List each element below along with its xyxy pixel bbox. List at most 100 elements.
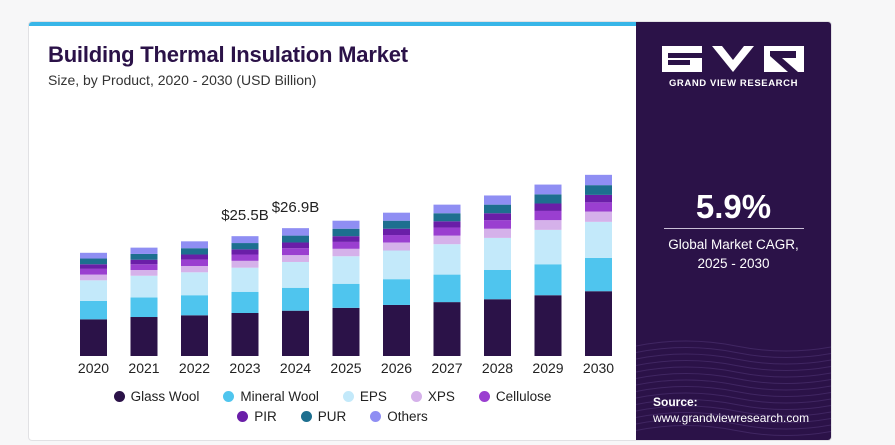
bar-segment-cellulose-2027 [433, 227, 461, 236]
cagr-label-line2: 2025 - 2030 [697, 256, 770, 271]
bar-segment-mineral-wool-2030 [585, 257, 612, 292]
legend-label: Cellulose [495, 388, 552, 404]
bar-segment-glass-wool-2024 [282, 310, 309, 356]
bar-segment-cellulose-2028 [484, 220, 511, 229]
bar-segment-others-2028 [484, 195, 511, 205]
bar-segment-xps-2023 [231, 260, 259, 268]
bar-segment-others-2025 [332, 220, 360, 229]
bar-segment-glass-wool-2027 [433, 302, 461, 356]
bar-segment-others-2022 [181, 241, 208, 249]
grand-view-research-logo [662, 46, 804, 72]
chart-legend: Glass Wool Mineral Wool EPS XPS Cellulose PIR… [29, 386, 636, 426]
legend-item-glass-wool: Glass Wool [113, 388, 200, 404]
bar-segment-cellulose-2029 [534, 210, 562, 221]
bar-segment-glass-wool-2026 [383, 304, 410, 356]
bar-segment-eps-2025 [332, 256, 360, 284]
legend-label: PUR [317, 408, 347, 424]
bar-segment-xps-2020 [80, 274, 107, 281]
stacked-bar-chart: 2020 2021 2022 2023 2024 2025 2026 2027 2028 2029… [78, 174, 614, 376]
bar-segment-eps-2020 [80, 280, 107, 301]
bar-segment-pir-2025 [332, 236, 360, 242]
x-tick-label: 2023 [229, 360, 260, 376]
bar-segment-eps-2026 [383, 250, 410, 280]
wave-line [636, 340, 831, 352]
legend-label: Others [387, 408, 428, 424]
legend-item-pur: PUR [300, 408, 347, 424]
bar-segment-eps-2030 [585, 221, 612, 258]
bar-segment-pir-2030 [585, 194, 612, 203]
bar-segment-xps-2030 [585, 211, 612, 222]
bar-segment-pir-2022 [181, 254, 208, 260]
bar-segment-eps-2027 [433, 244, 461, 275]
bar-segment-mineral-wool-2027 [433, 274, 461, 303]
legend-row: Glass Wool Mineral Wool EPS XPS Cellulose [29, 386, 636, 406]
wave-line [636, 399, 831, 410]
x-tick-label: 2020 [78, 360, 109, 376]
cagr-label: Global Market CAGR, 2025 - 2030 [636, 235, 831, 273]
brand-name: GRAND VIEW RESEARCH [668, 78, 799, 89]
bar-segment-xps-2024 [282, 255, 309, 262]
bar-segment-glass-wool-2030 [585, 291, 612, 356]
bar-segment-pur-2021 [130, 253, 158, 260]
bar-segment-pir-2023 [231, 249, 259, 255]
bar-segment-eps-2024 [282, 261, 309, 288]
bar-segment-glass-wool-2020 [80, 319, 107, 356]
infographic-card: Building Thermal Insulation Market Size,… [28, 21, 832, 441]
bar-segment-others-2027 [433, 204, 461, 214]
bar-segment-cellulose-2023 [231, 254, 259, 261]
legend-item-mineral-wool: Mineral Wool [223, 389, 319, 404]
legend-swatch [410, 390, 422, 402]
x-tick-label: 2027 [431, 360, 462, 376]
legend-label: PIR [254, 408, 277, 424]
bar-segment-cellulose-2020 [80, 268, 107, 275]
bar-segment-pur-2027 [433, 213, 461, 222]
source-label: Source: [653, 395, 698, 409]
bar-segment-mineral-wool-2026 [383, 279, 410, 305]
bar-segment-pir-2026 [383, 228, 410, 236]
bar-segment-eps-2028 [484, 237, 511, 270]
bar-segment-mineral-wool-2024 [282, 287, 309, 311]
bar-segment-others-2026 [383, 212, 410, 221]
bar-segment-eps-2021 [130, 275, 158, 298]
bar-segment-others-2023 [231, 236, 259, 244]
bar-segment-others-2029 [534, 184, 562, 195]
legend-item-pir: PIR [237, 409, 277, 424]
bar-segment-pur-2023 [231, 243, 259, 250]
bar-segment-glass-wool-2022 [181, 315, 208, 356]
bar-segment-xps-2027 [433, 235, 461, 245]
bar-segment-others-2020 [80, 252, 107, 259]
legend-label: XPS [427, 388, 455, 404]
cagr-value: 5.9% [695, 188, 772, 225]
bar-segment-mineral-wool-2023 [231, 291, 259, 313]
legend-label: Glass Wool [130, 388, 200, 404]
wave-line [636, 412, 831, 423]
legend-swatch [113, 390, 125, 402]
wave-line [636, 360, 831, 371]
legend-item-eps: EPS [342, 389, 387, 404]
bar-segment-pir-2021 [130, 259, 158, 265]
bar-segment-pir-2020 [80, 264, 107, 269]
bar-segment-xps-2028 [484, 228, 511, 238]
bar-segment-xps-2025 [332, 248, 360, 257]
bar-segment-mineral-wool-2020 [80, 300, 107, 320]
x-tick-label: 2024 [280, 360, 311, 376]
legend-swatch [237, 410, 249, 422]
x-tick-label: 2025 [330, 360, 361, 376]
bar-segment-cellulose-2030 [585, 202, 612, 212]
bar-segment-pur-2020 [80, 258, 107, 265]
legend-swatch [342, 390, 354, 402]
bar-segment-xps-2021 [130, 270, 158, 276]
bar-segment-pur-2022 [181, 248, 208, 255]
legend-swatch [223, 390, 235, 402]
bar-segment-cellulose-2021 [130, 264, 158, 270]
bar-segment-glass-wool-2028 [484, 299, 511, 356]
source-link[interactable]: www.grandviewresearch.com [653, 411, 810, 425]
x-tick-label: 2029 [532, 360, 563, 376]
bar-segment-glass-wool-2023 [231, 313, 259, 356]
bar-segment-cellulose-2024 [282, 248, 309, 256]
wave-line [636, 425, 831, 436]
bar-segment-mineral-wool-2021 [130, 297, 158, 318]
bar-segment-cellulose-2022 [181, 259, 208, 266]
chart-title: Building Thermal Insulation Market [48, 42, 408, 67]
bar-segment-xps-2029 [534, 220, 562, 230]
